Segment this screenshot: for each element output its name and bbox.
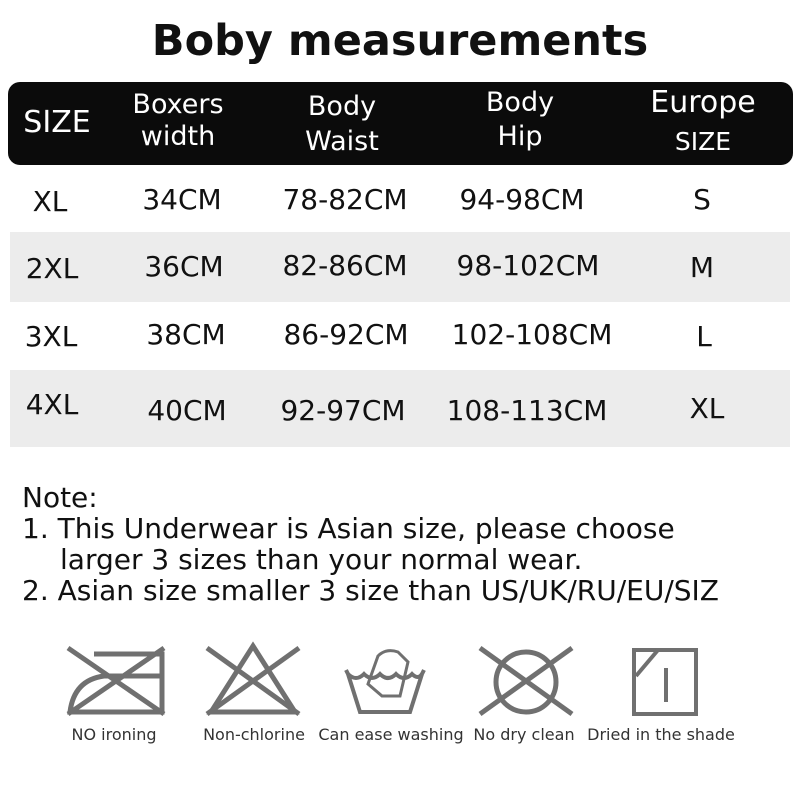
header-waist-2: Waist — [305, 126, 379, 157]
header-europe-2: SIZE — [674, 127, 732, 156]
table-row: XL 34CM 78-82CM 94-98CM S — [10, 165, 790, 232]
header-europe-1: Europe — [650, 85, 756, 120]
cell-europe: S — [693, 183, 711, 216]
table-row: 2XL 36CM 82-86CM 98-102CM M — [10, 232, 790, 302]
header-hip-2: Hip — [497, 121, 543, 152]
cell-hip: 108-113CM — [446, 394, 608, 427]
header-waist-1: Body — [307, 91, 377, 122]
note-line-1: 1. This Underwear is Asian size, please … — [22, 512, 675, 545]
cell-waist: 92-97CM — [280, 394, 406, 427]
cell-waist: 78-82CM — [282, 183, 408, 216]
table-row: 3XL 38CM 86-92CM 102-108CM L — [10, 302, 790, 370]
cell-boxers: 38CM — [146, 318, 226, 351]
cell-hip: 98-102CM — [456, 249, 600, 282]
header-size: SIZE — [23, 105, 91, 140]
table-header: SIZE Boxers width Body Waist Body Hip Eu… — [8, 82, 793, 165]
header-hip-1: Body — [485, 87, 555, 118]
cell-hip: 102-108CM — [451, 318, 613, 351]
cell-europe: L — [696, 320, 712, 353]
cell-waist: 82-86CM — [282, 249, 408, 282]
note-line-2: 2. Asian size smaller 3 size than US/UK/… — [22, 574, 719, 607]
care-label: Dried in the shade — [587, 725, 735, 744]
dry-in-shade-icon — [632, 648, 698, 716]
cell-size: 4XL — [25, 388, 79, 421]
cell-europe: XL — [689, 392, 725, 425]
care-label: No dry clean — [473, 725, 575, 744]
care-label: Non-chlorine — [203, 725, 305, 744]
page-title: Boby measurements — [151, 16, 649, 66]
cell-hip: 94-98CM — [459, 183, 585, 216]
care-label: NO ironing — [71, 725, 157, 744]
note-heading: Note: — [22, 481, 98, 514]
cell-size: 3XL — [24, 320, 78, 353]
care-label: Can ease washing — [318, 725, 464, 744]
no-ironing-icon — [66, 645, 166, 717]
cell-boxers: 34CM — [142, 183, 222, 216]
table-row: 4XL 40CM 92-97CM 108-113CM XL — [10, 370, 790, 447]
header-boxers-2: width — [140, 121, 216, 152]
cell-waist: 86-92CM — [283, 318, 409, 351]
cell-boxers: 40CM — [147, 394, 227, 427]
hand-wash-icon — [344, 649, 426, 714]
non-chlorine-icon — [205, 641, 301, 717]
cell-size: 2XL — [25, 252, 79, 285]
note-line-1b: larger 3 sizes than your normal wear. — [60, 543, 583, 576]
cell-boxers: 36CM — [144, 250, 224, 283]
cell-europe: M — [689, 251, 715, 284]
cell-size: XL — [32, 185, 68, 218]
no-dry-clean-icon — [478, 645, 574, 717]
header-boxers-1: Boxers — [132, 89, 224, 120]
